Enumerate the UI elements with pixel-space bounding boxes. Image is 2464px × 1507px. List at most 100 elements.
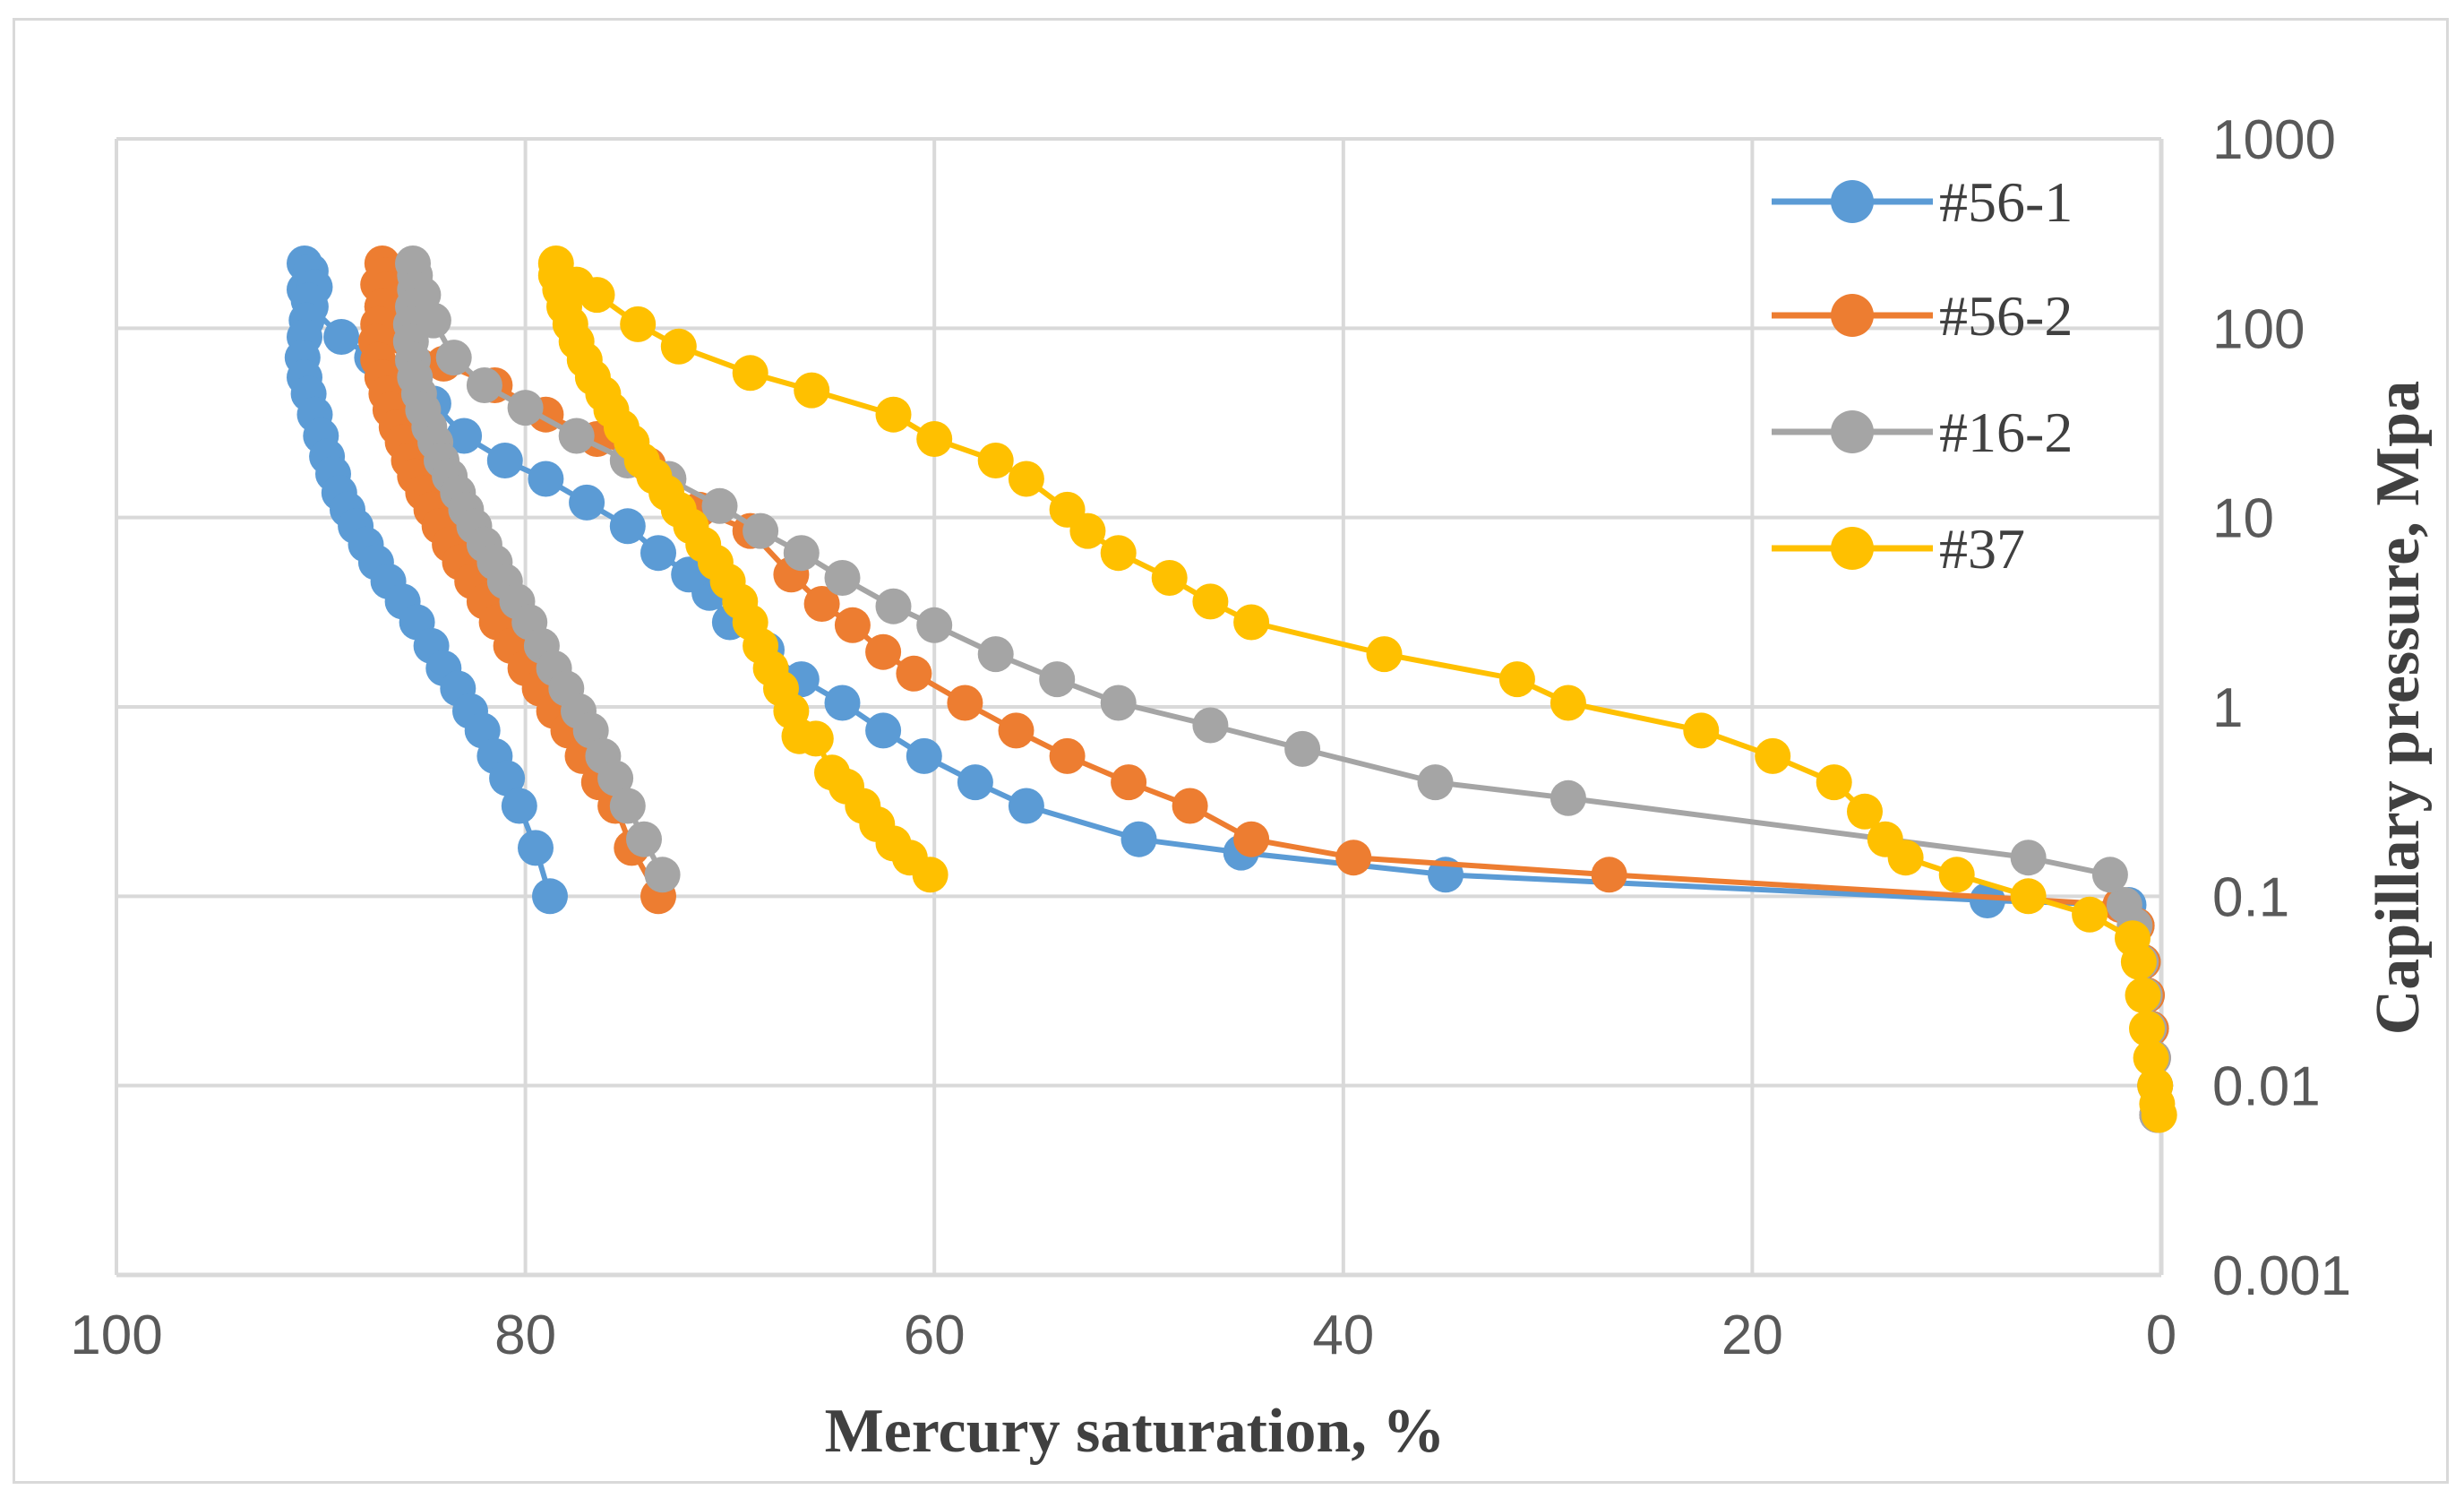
legend-item: #37 bbox=[1772, 517, 2025, 581]
data-point bbox=[1284, 730, 1321, 767]
data-point bbox=[528, 461, 564, 497]
data-point bbox=[916, 607, 953, 643]
series-2 bbox=[357, 245, 2176, 1133]
series-3 bbox=[392, 245, 2176, 1133]
data-point bbox=[824, 685, 861, 721]
data-point bbox=[1867, 821, 1903, 857]
data-point bbox=[1498, 661, 1535, 698]
data-point bbox=[486, 443, 523, 478]
series-line bbox=[373, 261, 2160, 1115]
legend-item: #56-1 bbox=[1772, 170, 2073, 234]
legend-marker bbox=[1831, 180, 1874, 223]
y-tick-label: 0.001 bbox=[2212, 1245, 2351, 1307]
data-point bbox=[957, 764, 993, 801]
data-point bbox=[1847, 793, 1883, 830]
data-point bbox=[626, 821, 662, 857]
y-tick-labels: 1000 100 10 1 0.1 0.01 0.001 bbox=[2212, 109, 2351, 1307]
data-point bbox=[1192, 583, 1229, 620]
data-point bbox=[912, 857, 949, 893]
data-point bbox=[1039, 661, 1076, 698]
data-point bbox=[1816, 764, 1852, 801]
data-point bbox=[1550, 685, 1586, 721]
data-point bbox=[532, 878, 568, 915]
data-point bbox=[732, 355, 768, 392]
data-point bbox=[597, 760, 634, 797]
data-point bbox=[1938, 857, 1975, 893]
data-point bbox=[916, 421, 953, 457]
data-point bbox=[1417, 764, 1454, 801]
x-tick-label: 100 bbox=[70, 1305, 162, 1366]
data-point bbox=[1111, 764, 1147, 801]
y-tick-label: 0.1 bbox=[2212, 866, 2289, 928]
data-point bbox=[865, 633, 902, 670]
series-line bbox=[408, 261, 2160, 1115]
data-point bbox=[2072, 896, 2108, 933]
data-point bbox=[1100, 535, 1137, 572]
data-point bbox=[2125, 977, 2161, 1013]
data-point bbox=[1008, 461, 1044, 497]
data-point bbox=[2010, 878, 2047, 915]
data-point bbox=[489, 760, 526, 797]
data-point bbox=[671, 556, 708, 593]
data-point bbox=[323, 319, 360, 355]
data-point bbox=[1550, 779, 1586, 816]
data-point bbox=[518, 830, 554, 866]
x-tick-label: 40 bbox=[1312, 1305, 1374, 1366]
x-tick-labels: 100 80 60 40 20 0 bbox=[70, 1305, 2176, 1366]
data-point bbox=[1120, 821, 1157, 857]
data-point bbox=[1172, 788, 1208, 824]
legend-item: #56-2 bbox=[1772, 284, 2073, 348]
data-point bbox=[569, 484, 605, 521]
data-point bbox=[906, 737, 942, 774]
data-point bbox=[834, 607, 871, 643]
data-point bbox=[1192, 707, 1229, 744]
data-point bbox=[660, 328, 697, 365]
data-point bbox=[977, 443, 1014, 478]
x-axis-title: Mercury saturation, % bbox=[825, 1397, 1446, 1466]
series-4 bbox=[537, 245, 2177, 1133]
data-point bbox=[1969, 883, 2005, 918]
data-point bbox=[783, 535, 820, 572]
data-point bbox=[1335, 840, 1372, 876]
data-point bbox=[947, 685, 983, 721]
data-point bbox=[896, 655, 932, 692]
y-axis-title: Capillary pressure, Mpa bbox=[2364, 381, 2433, 1036]
data-point bbox=[466, 367, 502, 403]
legend: #56-1 #56-2 #16-2 #37 bbox=[1772, 170, 2073, 581]
data-point bbox=[794, 372, 830, 409]
series-layer bbox=[284, 245, 2177, 1133]
data-point bbox=[1233, 821, 1270, 857]
data-point bbox=[435, 340, 472, 376]
data-point bbox=[507, 390, 544, 426]
data-point bbox=[1151, 560, 1188, 596]
data-point bbox=[2010, 840, 2047, 876]
data-point bbox=[2106, 887, 2142, 923]
y-tick-label: 10 bbox=[2212, 488, 2274, 550]
data-point bbox=[1049, 491, 1086, 528]
legend-label: #56-1 bbox=[1939, 170, 2073, 234]
y-tick-label: 100 bbox=[2212, 298, 2305, 360]
data-point bbox=[2115, 920, 2151, 957]
data-point bbox=[640, 535, 676, 572]
data-point bbox=[2137, 1067, 2174, 1104]
data-point bbox=[1755, 737, 1791, 774]
data-point bbox=[977, 636, 1014, 673]
data-point bbox=[803, 586, 840, 622]
y-tick-label: 0.01 bbox=[2212, 1056, 2321, 1118]
legend-label: #16-2 bbox=[1939, 400, 2073, 464]
legend-label: #56-2 bbox=[1939, 284, 2073, 348]
data-point bbox=[558, 418, 595, 454]
data-point bbox=[1591, 857, 1627, 893]
data-point bbox=[501, 788, 537, 824]
data-point bbox=[1683, 712, 1720, 749]
data-point bbox=[865, 712, 902, 749]
data-point bbox=[1049, 737, 1086, 774]
legend-marker bbox=[1831, 527, 1874, 570]
data-point bbox=[620, 306, 657, 342]
legend-item: #16-2 bbox=[1772, 400, 2073, 464]
y-tick-label: 1000 bbox=[2212, 109, 2336, 171]
data-point bbox=[1233, 604, 1270, 641]
data-point bbox=[609, 508, 646, 545]
x-tick-label: 20 bbox=[1721, 1305, 1783, 1366]
